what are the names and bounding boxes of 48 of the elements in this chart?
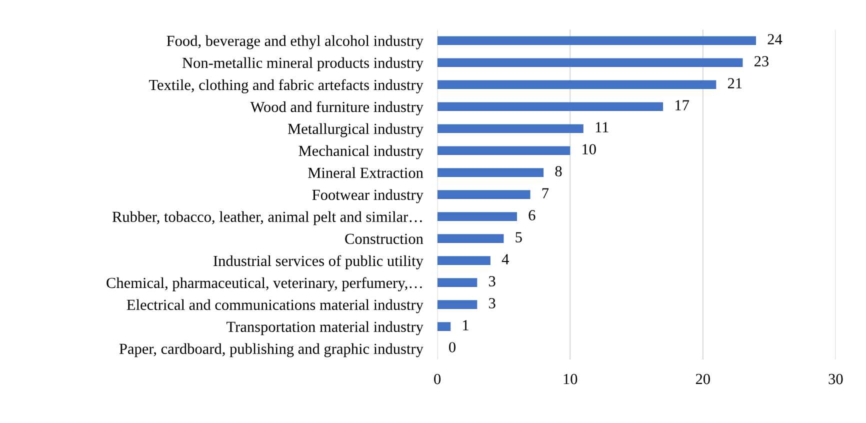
data-label: 3 bbox=[489, 298, 496, 308]
y-tick-label: Wood and furniture industry bbox=[250, 101, 424, 116]
data-label: 11 bbox=[596, 122, 608, 132]
y-tick-label: Mechanical industry bbox=[298, 145, 424, 160]
data-label: 7 bbox=[542, 188, 549, 198]
data-label: 17 bbox=[676, 100, 690, 110]
y-tick-label: Mineral Extraction bbox=[308, 167, 424, 178]
bar bbox=[437, 212, 517, 221]
bar bbox=[437, 256, 490, 265]
data-label: 4 bbox=[502, 254, 509, 264]
y-tick-label: Construction bbox=[345, 234, 424, 244]
x-tick-label: 20 bbox=[696, 374, 710, 384]
y-tick-label: Textile, clothing and fabric artefacts industry bbox=[149, 79, 424, 94]
y-tick-label: Food, beverage and ethyl alcohol industry bbox=[166, 35, 424, 50]
data-label: 3 bbox=[489, 276, 496, 286]
y-tick-label: Electrical and communications material industry bbox=[126, 299, 424, 314]
bar bbox=[437, 234, 504, 243]
y-tick-label: Footwear industry bbox=[312, 189, 424, 204]
bar bbox=[437, 190, 530, 199]
x-tick-label: 10 bbox=[564, 374, 578, 384]
y-tick-label: Paper, cardboard, publishing and graphic industry bbox=[119, 343, 424, 358]
y-tick-label: Metallurgical industry bbox=[288, 123, 424, 138]
y-tick-label: Chemical, pharmaceutical, veterinary, perfumery,… bbox=[106, 277, 422, 292]
bar bbox=[437, 278, 478, 287]
data-label: 24 bbox=[768, 34, 782, 44]
bar bbox=[437, 168, 544, 177]
bar bbox=[437, 124, 584, 133]
bar bbox=[437, 58, 743, 68]
data-label: 10 bbox=[582, 144, 596, 154]
data-label: 8 bbox=[555, 166, 562, 176]
bar bbox=[437, 146, 570, 155]
data-label: 21 bbox=[728, 78, 742, 88]
x-tick-label: 30 bbox=[828, 374, 843, 384]
data-label: 1 bbox=[463, 320, 468, 330]
y-tick-label: Rubber, tobacco, leather, animal pelt and similar… bbox=[112, 211, 422, 226]
bar bbox=[437, 80, 716, 89]
bar bbox=[437, 322, 451, 331]
x-tick-label: 0 bbox=[434, 374, 441, 384]
y-tick-label: Industrial services of public utility bbox=[214, 255, 424, 270]
data-label: 23 bbox=[754, 56, 769, 66]
bar bbox=[437, 36, 756, 46]
data-label: 6 bbox=[528, 210, 536, 220]
y-tick-label: Transportation material industry bbox=[226, 321, 424, 336]
bar bbox=[437, 102, 664, 111]
y-tick-label: Non-metallic mineral products industry bbox=[182, 57, 424, 72]
bar bbox=[437, 300, 478, 309]
data-label: 0 bbox=[449, 342, 456, 352]
data-label: 5 bbox=[516, 232, 522, 242]
